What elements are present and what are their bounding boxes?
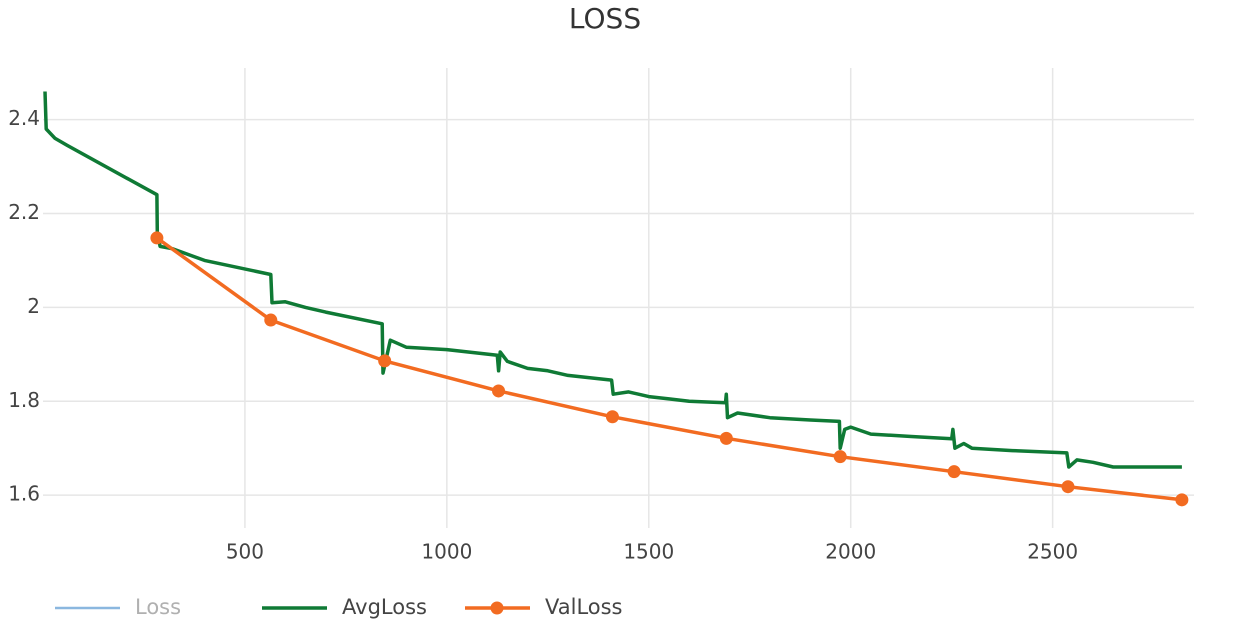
legend-label: ValLoss bbox=[545, 595, 623, 619]
y-tick-label: 2.4 bbox=[8, 106, 40, 130]
legend-label: Loss bbox=[135, 595, 181, 619]
series-marker bbox=[1175, 493, 1189, 507]
series-marker bbox=[492, 384, 506, 398]
series-marker bbox=[378, 354, 392, 368]
x-tick-label: 500 bbox=[226, 540, 264, 564]
series-marker bbox=[719, 431, 733, 445]
y-tick-label: 2 bbox=[27, 294, 40, 318]
y-tick-label: 1.6 bbox=[8, 482, 40, 506]
series-marker bbox=[150, 231, 164, 245]
series-marker bbox=[264, 313, 278, 327]
series-marker bbox=[1061, 480, 1075, 494]
series-marker bbox=[947, 465, 961, 479]
x-tick-label: 1500 bbox=[623, 540, 674, 564]
chart-title: LOSS bbox=[569, 2, 641, 35]
legend-marker bbox=[490, 601, 504, 615]
legend-label: AvgLoss bbox=[342, 595, 427, 619]
series-line bbox=[155, 236, 1183, 502]
x-tick-label: 1000 bbox=[421, 540, 472, 564]
x-tick-label: 2500 bbox=[1027, 540, 1078, 564]
series-marker bbox=[605, 410, 619, 424]
series-line bbox=[43, 91, 1182, 469]
x-tick-label: 2000 bbox=[825, 540, 876, 564]
series-marker bbox=[833, 450, 847, 464]
y-tick-label: 1.8 bbox=[8, 388, 40, 412]
y-tick-label: 2.2 bbox=[8, 200, 40, 224]
